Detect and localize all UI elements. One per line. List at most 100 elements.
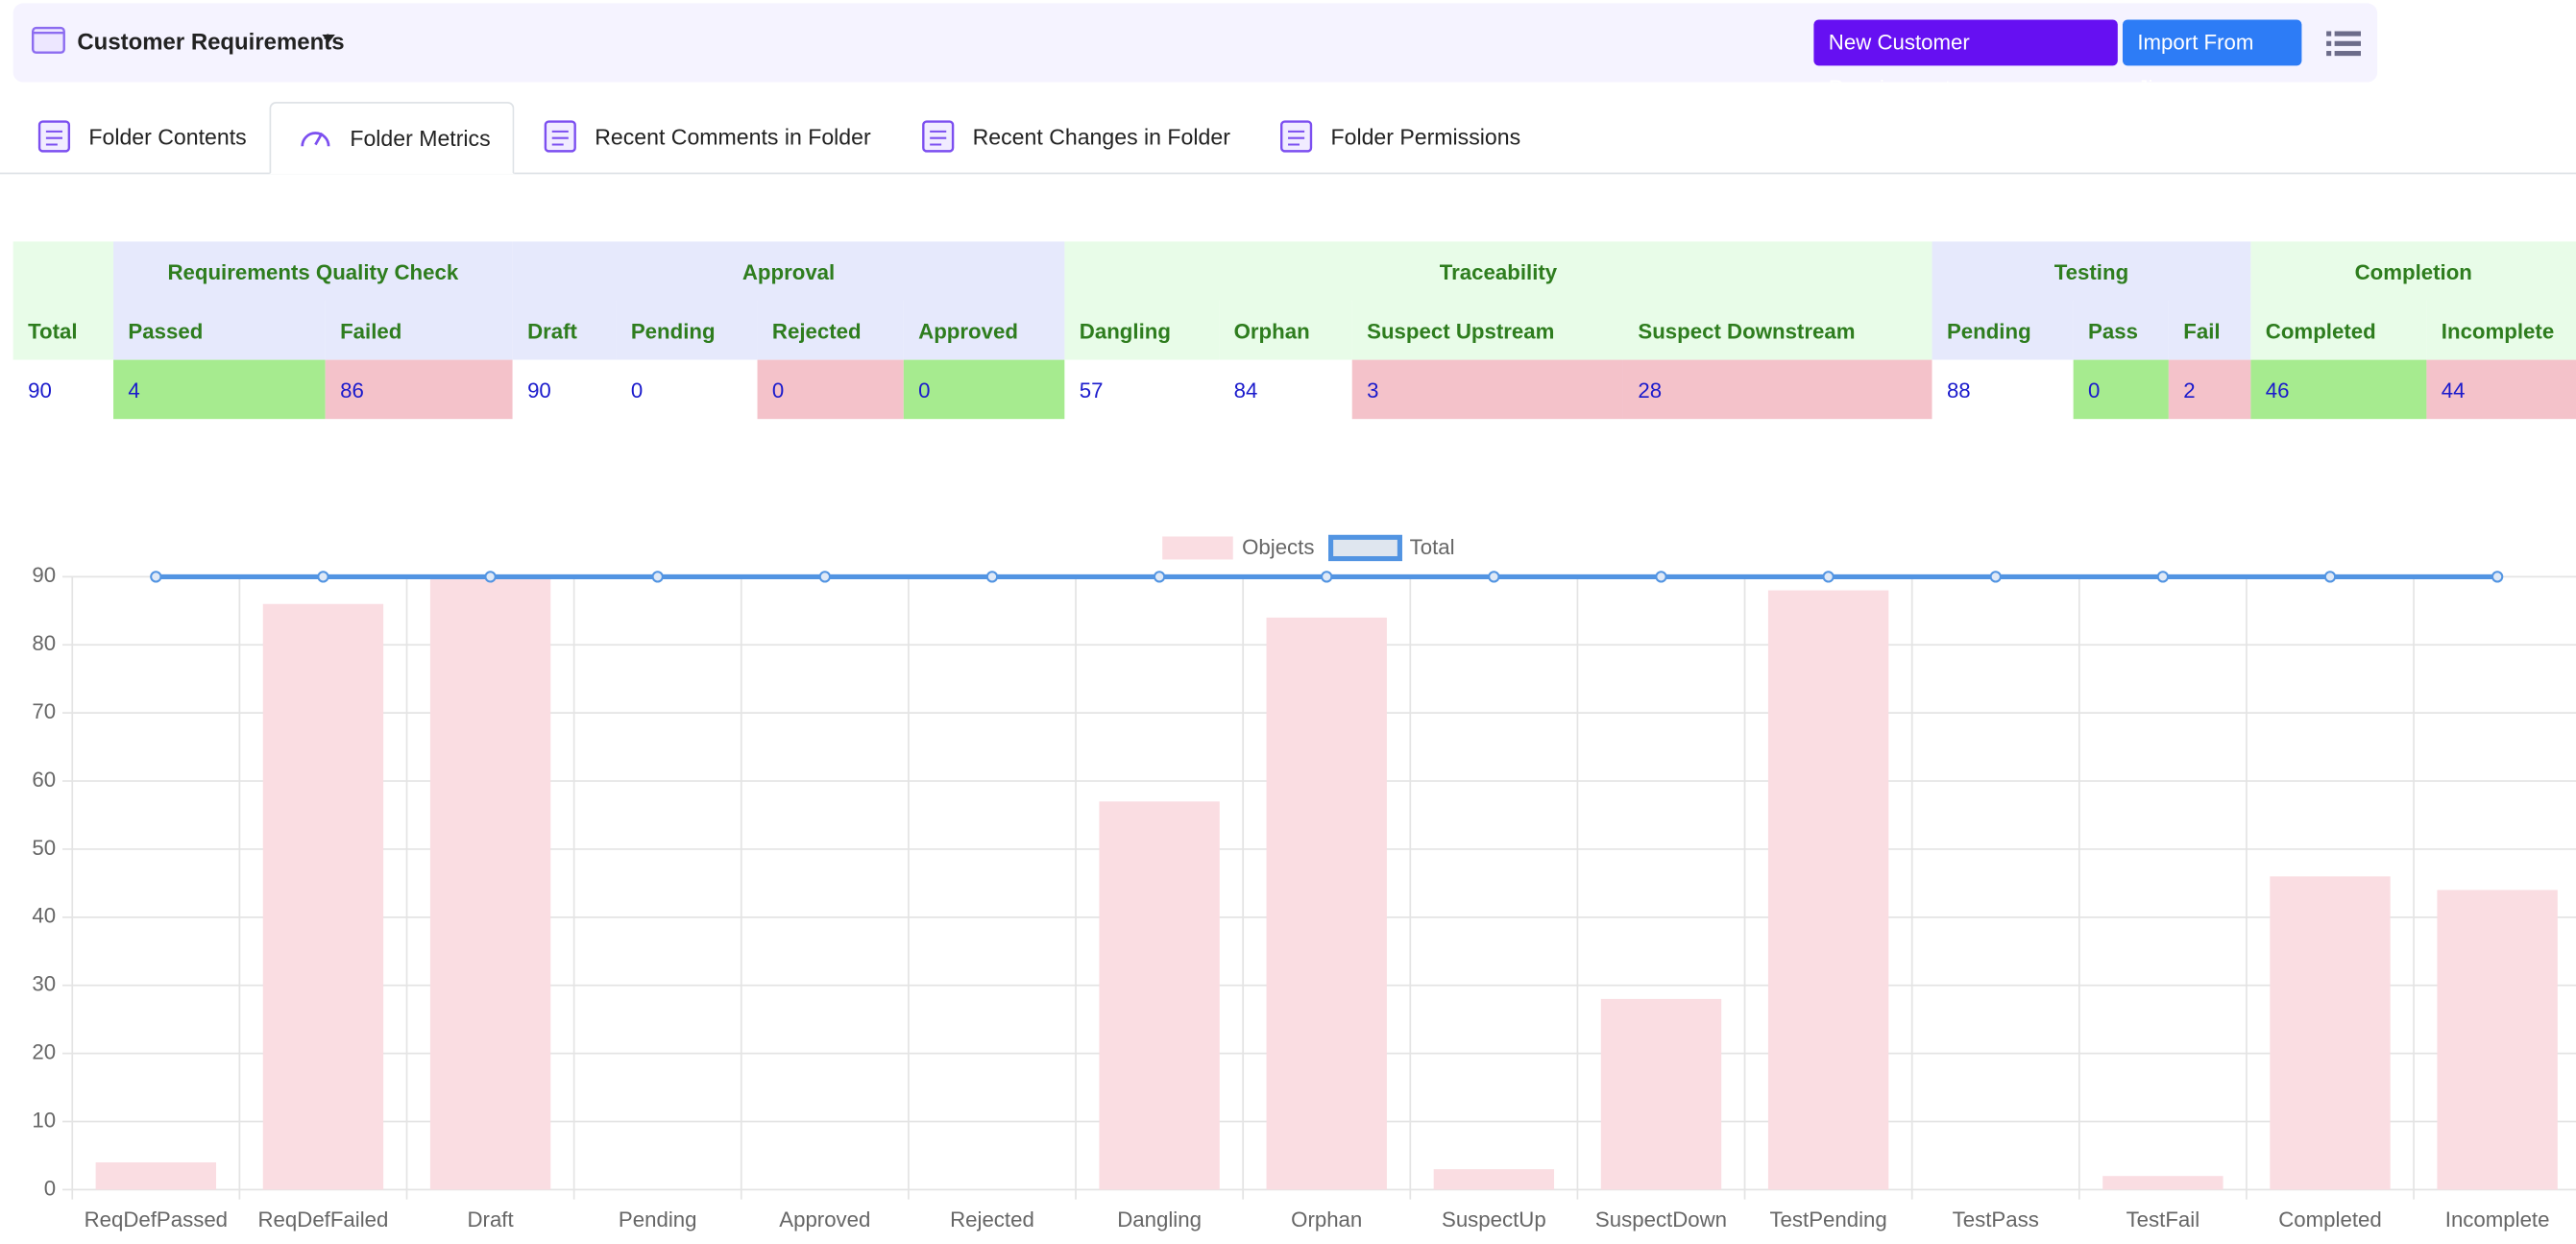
x-tick-label: ReqDefFailed	[258, 1207, 389, 1232]
import-button[interactable]: Import From Jira	[2122, 19, 2302, 100]
column-header: Fail	[2168, 301, 2251, 360]
column-header: Orphan	[1219, 301, 1352, 360]
tab-label: Folder Contents	[88, 124, 247, 150]
value-row: 90 4 86 90 0 0 0 57 84 3 28 88 0 2 46 44	[12, 359, 2576, 420]
column-header: Pending	[616, 301, 758, 360]
bar	[429, 576, 551, 1190]
line-point	[484, 571, 497, 583]
column-header: Incomplete	[2426, 301, 2576, 360]
line-point	[985, 571, 999, 583]
x-tick-label: TestPass	[1953, 1207, 2039, 1232]
column-header: Approved	[903, 301, 1065, 360]
y-tick-label: 0	[44, 1176, 56, 1200]
y-tick-label: 80	[32, 631, 56, 655]
bar	[1767, 590, 1889, 1190]
bar	[1266, 617, 1387, 1190]
legend-swatch	[1162, 536, 1233, 560]
column-header: Rejected	[757, 301, 904, 360]
y-tick-label: 20	[32, 1039, 56, 1063]
y-tick-label: 60	[32, 768, 56, 792]
x-tick-label: TestFail	[2126, 1207, 2200, 1232]
group-header: Approval	[512, 241, 1065, 302]
group-header: Requirements Quality Check	[113, 241, 513, 302]
value-cell: 2	[2168, 359, 2251, 420]
bar	[2437, 890, 2558, 1190]
tab[interactable]: Recent Comments in Folder	[516, 102, 890, 173]
tab-icon	[1279, 120, 1313, 153]
x-tick-label: Approved	[779, 1207, 870, 1232]
x-tick-label: TestPending	[1769, 1207, 1886, 1232]
value-cell: 0	[616, 359, 758, 420]
bar	[95, 1162, 217, 1190]
line-point	[818, 571, 831, 583]
x-tick-label: Incomplete	[2445, 1207, 2550, 1232]
legend-swatch	[1328, 534, 1402, 562]
tab[interactable]: Folder Permissions	[1252, 102, 1547, 173]
legend-label: Total	[1410, 535, 1455, 559]
group-header: Traceability	[1064, 241, 1932, 302]
value-cell: 88	[1932, 359, 2074, 420]
legend-label: Objects	[1242, 535, 1314, 559]
bar	[1099, 801, 1220, 1190]
new-button[interactable]: New Customer Requirements	[1813, 19, 2118, 100]
bar	[1600, 998, 1722, 1190]
menu-icon[interactable]	[2326, 28, 2363, 58]
y-tick-label: 40	[32, 904, 56, 928]
line-point	[1655, 571, 1667, 583]
tab[interactable]: Recent Changes in Folder	[894, 102, 1249, 173]
value-cell: 3	[1351, 359, 1623, 420]
column-header: Failed	[325, 301, 513, 360]
tab-icon	[301, 132, 330, 147]
column-header: Completed	[2250, 301, 2427, 360]
x-tick-label: Completed	[2278, 1207, 2381, 1232]
group-row: Requirements Quality Check Approval Tracea…	[12, 241, 2576, 302]
tab-icon	[922, 120, 955, 153]
y-tick-label: 10	[32, 1108, 56, 1132]
column-header: Suspect Upstream	[1351, 301, 1623, 360]
value-cell: 90	[12, 359, 114, 420]
bar	[262, 603, 384, 1190]
caret[interactable]	[322, 34, 335, 44]
value-cell: 57	[1064, 359, 1220, 420]
value-cell: 86	[325, 359, 513, 420]
column-header: Suspect Downstream	[1622, 301, 1932, 360]
column-header: Passed	[113, 301, 326, 360]
value-cell: 46	[2250, 359, 2427, 420]
group-header: Completion	[2250, 241, 2576, 302]
value-cell: 0	[903, 359, 1065, 420]
tab-icon	[37, 120, 71, 153]
tab-label: Folder Metrics	[350, 126, 491, 152]
folder-title[interactable]: Customer Requirements	[77, 28, 345, 55]
metrics-table: Requirements Quality Check Approval Tracea…	[12, 241, 2576, 420]
tab[interactable]: Folder Contents	[10, 102, 269, 173]
x-tick-label: SuspectUp	[1442, 1207, 1546, 1232]
x-tick-label: SuspectDown	[1595, 1207, 1727, 1232]
group-cell	[12, 241, 114, 302]
column-header: Pass	[2073, 301, 2169, 360]
header-row: Total Passed Failed Draft Pending Rejected App…	[12, 301, 2576, 360]
line-point	[2491, 571, 2504, 583]
value-cell: 90	[512, 359, 617, 420]
line-point	[1153, 571, 1166, 583]
x-tick-label: Dangling	[1117, 1207, 1202, 1232]
bar	[2270, 876, 2391, 1190]
column-header: Pending	[1932, 301, 2074, 360]
tab-label: Recent Changes in Folder	[972, 124, 1230, 150]
value-cell: 84	[1219, 359, 1352, 420]
tab[interactable]: Folder Metrics	[269, 102, 515, 175]
folder-header: Customer Requirements New Customer Requi…	[12, 3, 2378, 100]
column-header: Draft	[512, 301, 617, 360]
x-tick-label: Orphan	[1291, 1207, 1362, 1232]
y-tick-label: 50	[32, 836, 56, 860]
tab-label: Folder Permissions	[1330, 124, 1521, 150]
line-point	[651, 571, 664, 583]
bar	[2102, 1176, 2224, 1190]
line-point	[1989, 571, 2002, 583]
x-tick-label: Rejected	[950, 1207, 1034, 1232]
line-point	[2156, 571, 2170, 583]
y-tick-label: 30	[32, 972, 56, 996]
value-cell: 28	[1622, 359, 1932, 420]
line-point	[150, 571, 162, 583]
